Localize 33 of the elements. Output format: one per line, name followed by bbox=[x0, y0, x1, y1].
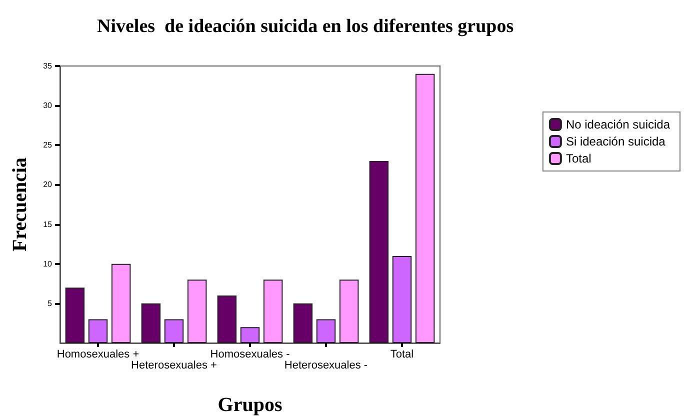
y-tick-label: 30 bbox=[43, 101, 53, 110]
bar bbox=[415, 74, 435, 343]
x-tick-label: Heterosexuales + bbox=[131, 360, 217, 372]
bar bbox=[217, 296, 237, 343]
bar bbox=[141, 303, 161, 343]
bar bbox=[187, 280, 207, 343]
y-tick-label: 5 bbox=[48, 298, 53, 308]
legend-label: No ideación suicida bbox=[566, 118, 670, 132]
y-tick-label: 25 bbox=[43, 140, 53, 150]
bar bbox=[240, 327, 260, 343]
legend-label: Total bbox=[566, 152, 592, 166]
y-tick-label: 35 bbox=[43, 62, 53, 70]
chart-title: Niveles de ideación suicida en los diferentes grupos bbox=[97, 16, 514, 37]
bar bbox=[111, 264, 131, 343]
bar bbox=[339, 280, 359, 343]
bar bbox=[369, 160, 389, 343]
bar bbox=[263, 280, 283, 343]
x-axis-title: Grupos bbox=[218, 394, 282, 416]
y-tick-label: 15 bbox=[43, 220, 53, 229]
bar bbox=[88, 319, 108, 343]
y-tick-label: 20 bbox=[43, 180, 53, 190]
x-tick-label: Homosexuales - bbox=[210, 348, 290, 360]
bar bbox=[316, 319, 336, 343]
x-tick-label: Total bbox=[390, 348, 414, 360]
bar bbox=[164, 319, 184, 343]
bar bbox=[293, 303, 313, 343]
y-tick-label: 10 bbox=[43, 259, 53, 268]
y-axis-title: Frecuencia bbox=[9, 157, 31, 252]
legend-label: Si ideación suicida bbox=[566, 134, 666, 148]
x-tick-label: Heterosexuales - bbox=[284, 360, 368, 372]
x-tick-label: Homosexuales + bbox=[56, 348, 140, 360]
bar bbox=[392, 256, 412, 343]
bar bbox=[65, 288, 85, 343]
